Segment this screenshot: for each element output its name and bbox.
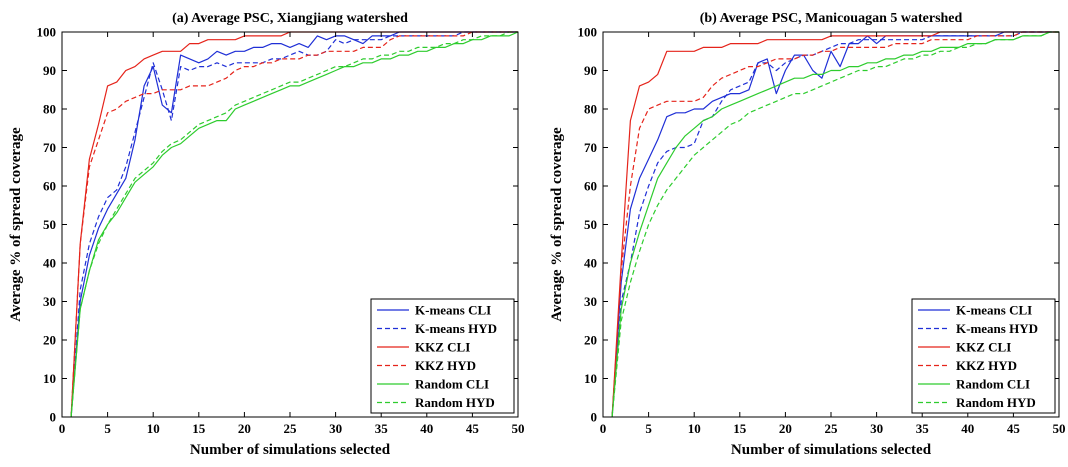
legend-label: K-means HYD: [956, 321, 1038, 336]
series-line-random-cli: [70, 31, 519, 418]
y-axis-label: Average % of spread coverage: [8, 127, 24, 322]
legend-box: [911, 298, 1056, 414]
y-tick-label: 90: [584, 63, 597, 78]
y-tick-label: 40: [43, 256, 56, 271]
x-axis-label: Number of simulations selected: [731, 442, 932, 458]
series-line-kkz-hyd: [70, 31, 518, 418]
x-tick-label: 45: [466, 421, 480, 436]
x-tick-label: 35: [916, 421, 930, 436]
x-axis-label: Number of simulations selected: [190, 442, 391, 458]
x-tick-label: 30: [870, 421, 883, 436]
legend-label: K-means HYD: [415, 321, 497, 336]
y-tick-label: 70: [584, 140, 597, 155]
x-tick-label: 5: [104, 421, 111, 436]
x-tick-label: 30: [329, 421, 342, 436]
y-tick-label: 20: [584, 333, 597, 348]
x-tick-label: 0: [59, 421, 66, 436]
chart-title: (b) Average PSC, Manicouagan 5 watershed: [700, 11, 963, 26]
y-tick-label: 80: [584, 102, 597, 117]
series-line-kkz-hyd: [611, 31, 1059, 418]
y-tick-label: 90: [43, 63, 56, 78]
x-tick-label: 5: [645, 421, 652, 436]
chart-title: (a) Average PSC, Xiangjiang watershed: [172, 11, 408, 26]
x-tick-label: 20: [779, 421, 792, 436]
x-tick-label: 15: [733, 421, 747, 436]
legend-label: Random HYD: [956, 395, 1036, 410]
y-axis-label: Average % of spread coverage: [549, 127, 565, 322]
chart-panel-b: (b) Average PSC, Manicouagan 5 watershed…: [549, 11, 1066, 458]
series-lines: [611, 31, 1059, 418]
legend-label: KKZ HYD: [415, 358, 476, 373]
y-tick-label: 0: [50, 410, 57, 425]
y-tick-label: 50: [43, 217, 56, 232]
x-tick-label: 50: [512, 421, 525, 436]
x-tick-label: 0: [600, 421, 607, 436]
x-tick-label: 10: [147, 421, 160, 436]
legend-label: Random CLI: [956, 377, 1030, 392]
x-tick-label: 25: [825, 421, 839, 436]
x-tick-label: 40: [420, 421, 433, 436]
y-tick-label: 70: [43, 140, 56, 155]
legend-label: K-means CLI: [415, 303, 491, 318]
x-tick-label: 20: [238, 421, 251, 436]
x-tick-label: 15: [192, 421, 206, 436]
x-tick-label: 40: [961, 421, 974, 436]
legend-label: KKZ CLI: [956, 340, 1011, 355]
y-tick-label: 60: [584, 179, 597, 194]
y-tick-label: 100: [37, 25, 57, 40]
y-tick-label: 10: [584, 371, 597, 386]
y-tick-label: 50: [584, 217, 597, 232]
legend-label: Random CLI: [415, 377, 489, 392]
y-tick-label: 30: [43, 294, 56, 309]
y-tick-label: 80: [43, 102, 56, 117]
legend-label: KKZ CLI: [415, 340, 470, 355]
y-tick-label: 40: [584, 256, 597, 271]
x-tick-label: 50: [1053, 421, 1066, 436]
x-tick-label: 10: [688, 421, 701, 436]
series-line-k-means-hyd: [70, 31, 518, 418]
legend-label: K-means CLI: [956, 303, 1032, 318]
legend-label: KKZ HYD: [956, 358, 1017, 373]
series-line-random-cli: [611, 31, 1059, 418]
legend: K-means CLI K-means HYD KKZ CLI KKZ HYD Rand…: [370, 298, 515, 414]
legend-label: Random HYD: [415, 395, 495, 410]
x-tick-label: 25: [284, 421, 298, 436]
series-line-random-hyd: [70, 31, 518, 418]
y-tick-label: 0: [591, 410, 598, 425]
y-tick-label: 30: [584, 294, 597, 309]
y-tick-label: 60: [43, 179, 56, 194]
y-tick-label: 100: [578, 25, 598, 40]
series-line-random-hyd: [611, 31, 1059, 418]
y-tick-label: 20: [43, 333, 56, 348]
y-tick-label: 10: [43, 371, 56, 386]
x-tick-label: 35: [375, 421, 389, 436]
x-tick-label: 45: [1007, 421, 1021, 436]
chart-panel-a: (a) Average PSC, Xiangjiang watershed 0 5 1…: [8, 11, 525, 458]
legend-box: [370, 298, 515, 414]
legend: K-means CLI K-means HYD KKZ CLI KKZ HYD Rand…: [911, 298, 1056, 414]
